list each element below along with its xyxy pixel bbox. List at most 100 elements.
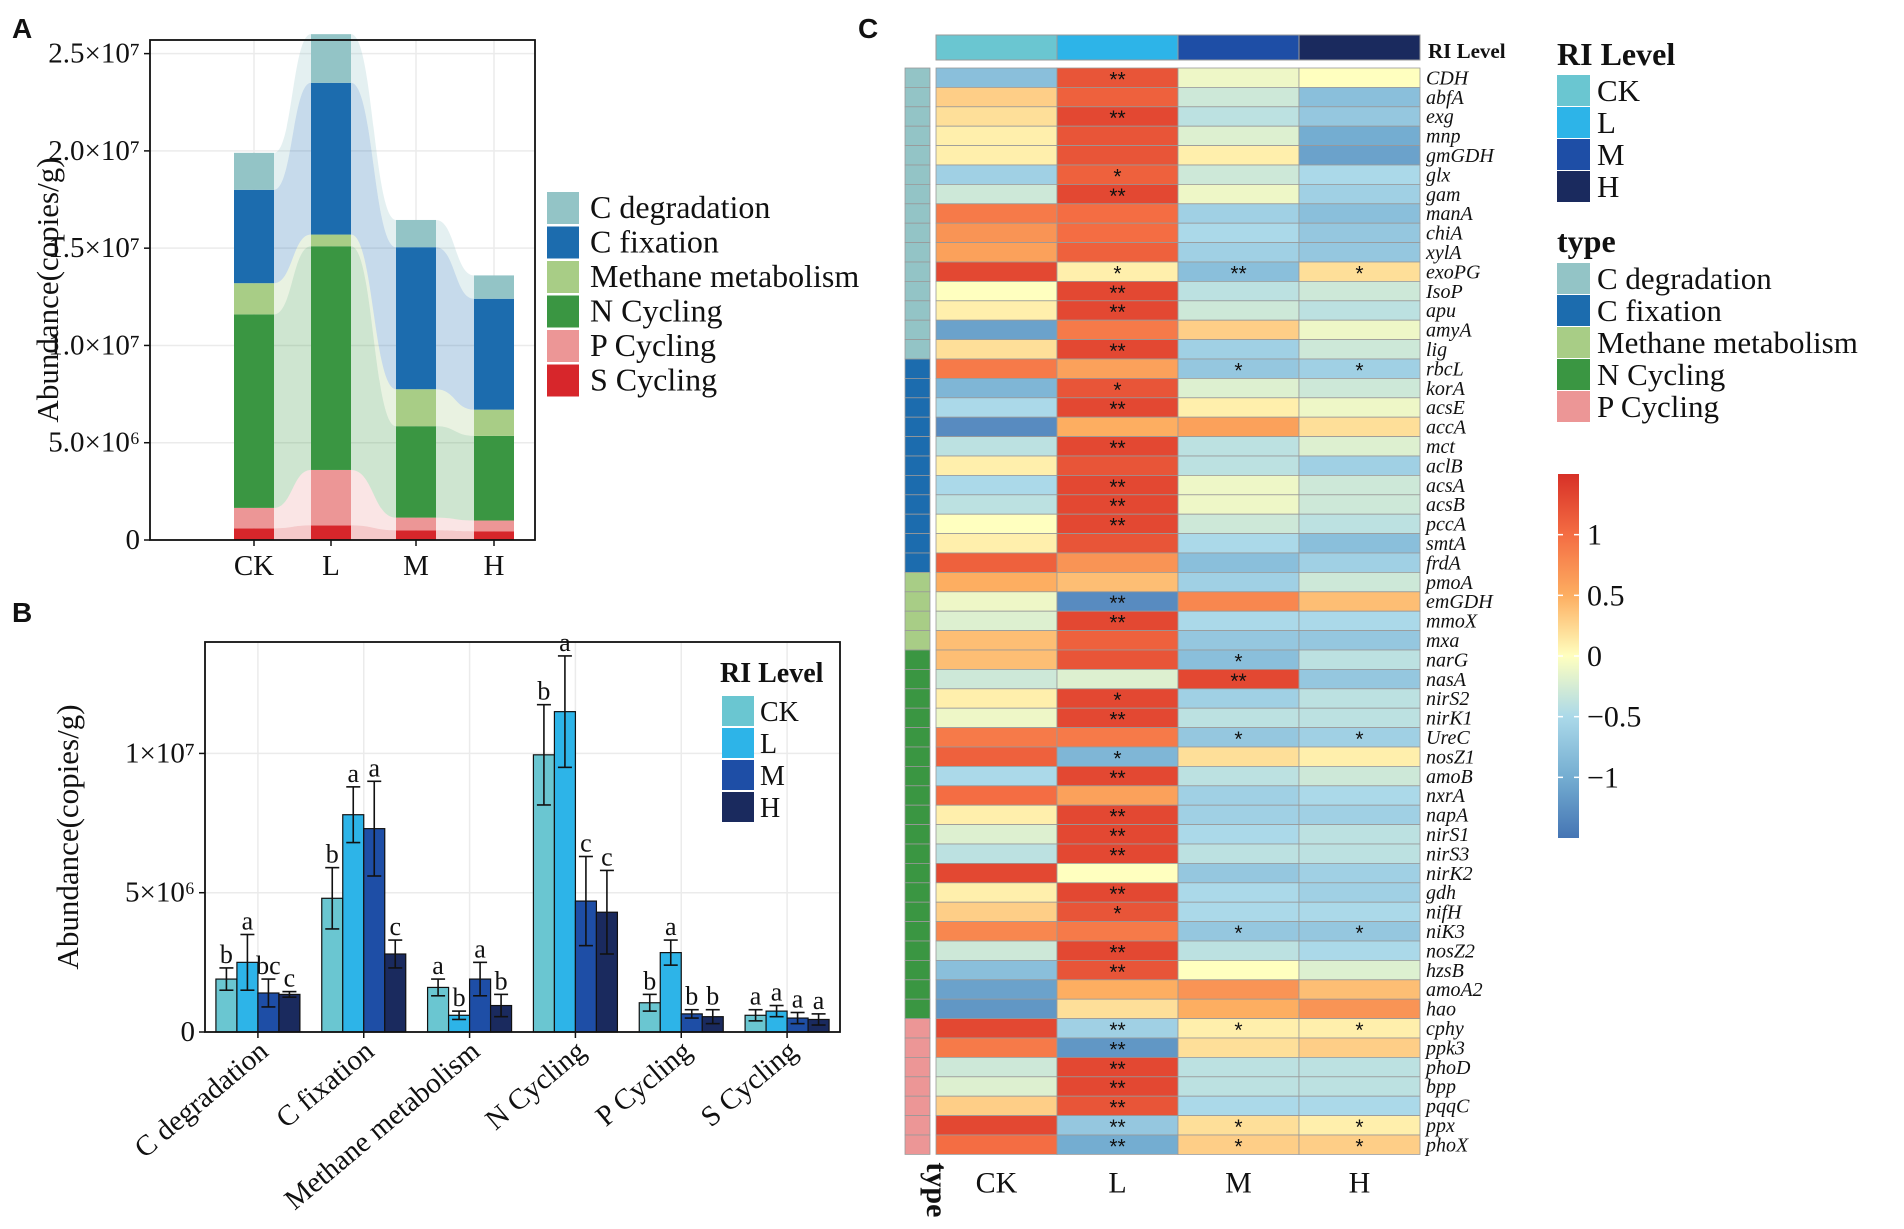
panel-b-significance-letter: b xyxy=(537,677,550,706)
panel-c-gene-label: exg xyxy=(1426,106,1454,128)
panel-b-significance-letter: b xyxy=(495,966,508,995)
panel-c-heatmap-cell xyxy=(935,727,1058,748)
panel-c-heatmap-cell xyxy=(1298,397,1421,418)
panel-b-significance-letter: bc xyxy=(256,951,281,980)
panel-c-significance-mark: ** xyxy=(1109,612,1125,635)
panel-a-bar-segment xyxy=(311,234,351,247)
panel-c-legend-ri-swatch xyxy=(1557,107,1590,138)
panel-a-bar-segment xyxy=(396,389,436,427)
panel-c-column-label: CK xyxy=(976,1166,1018,1199)
panel-c-heatmap-cell xyxy=(935,591,1058,612)
panel-a-ylabel: Abundance(copies/g) xyxy=(30,157,65,422)
panel-c-heatmap-cell xyxy=(1298,436,1421,457)
panel-c-heatmap-cell xyxy=(935,533,1058,554)
panel-c-type-cell xyxy=(904,901,931,923)
panel-c-type-cell xyxy=(904,87,931,108)
panel-c-ri-level-bar-label: RI Level xyxy=(1428,39,1506,63)
panel-c-significance-mark: * xyxy=(1234,1019,1242,1042)
panel-c-heatmap-cell xyxy=(1298,766,1421,787)
panel-c-heatmap-cell xyxy=(1177,766,1300,787)
panel-c-heatmap-cell xyxy=(935,940,1058,961)
panel-c-type-cell xyxy=(904,688,931,709)
panel-c-heatmap-cell xyxy=(935,358,1058,379)
panel-c-legend-type-swatch xyxy=(1557,359,1590,390)
panel-c-heatmap-cell xyxy=(1177,804,1300,826)
panel-c-heatmap-cell xyxy=(935,804,1058,826)
panel-c-heatmap-cell xyxy=(1298,591,1421,612)
panel-a-bar-segment xyxy=(474,409,514,436)
panel-c-heatmap-cell xyxy=(935,688,1058,709)
panel-b-significance-letter: a xyxy=(792,985,804,1014)
panel-c-significance-mark: ** xyxy=(1109,1038,1125,1061)
panel-b-significance-letter: c xyxy=(580,829,592,858)
panel-c-colorbar xyxy=(1558,474,1579,838)
panel-c-heatmap-cell xyxy=(1056,727,1179,748)
panel-a-ribbon xyxy=(351,246,396,518)
panel-c-heatmap-cell xyxy=(1177,960,1300,981)
panel-c-heatmap-cell xyxy=(1177,610,1300,632)
panel-c-type-cell xyxy=(904,766,931,787)
panel-c-heatmap-cell xyxy=(1298,979,1421,1000)
panel-b-significance-letter: c xyxy=(601,842,613,871)
panel-a-legend-label: P Cycling xyxy=(590,327,716,363)
panel-c-type-cell xyxy=(904,707,931,729)
panel-c-significance-mark: ** xyxy=(1109,883,1125,906)
panel-c-legend-type-swatch xyxy=(1557,391,1590,422)
panel-c-heatmap-cell xyxy=(1177,106,1300,127)
panel-c-significance-mark: * xyxy=(1234,650,1242,673)
panel-c-heatmap-cell xyxy=(1298,106,1421,127)
panel-c-gene-label: narG xyxy=(1426,649,1469,671)
panel-c-gene-label: CDH xyxy=(1426,67,1470,89)
panel-c-type-cell xyxy=(904,785,931,806)
panel-b-significance-letter: a xyxy=(242,907,254,936)
panel-c-type-cell xyxy=(904,727,931,748)
panel-c-legend-type-label: C degradation xyxy=(1597,261,1772,296)
panel-c-heatmap-cell xyxy=(1056,145,1179,166)
panel-c-legend-type-label: Methane metabolism xyxy=(1597,325,1858,360)
panel-a-bar-segment xyxy=(396,426,436,518)
panel-c-heatmap-cell xyxy=(1177,319,1300,341)
panel-c-heatmap-cell xyxy=(935,125,1058,146)
panel-a-bar-segment xyxy=(234,152,274,190)
panel-c-heatmap-cell xyxy=(935,183,1058,205)
panel-a-bar-segment xyxy=(474,520,514,532)
panel-b-significance-letter: b xyxy=(326,840,339,869)
panel-c-gene-label: napA xyxy=(1426,805,1469,827)
panel-c-gene-label: amoA2 xyxy=(1426,979,1483,1001)
panel-a-ribbon xyxy=(274,234,311,315)
panel-a-ribbon xyxy=(274,246,311,508)
panel-b-legend-label: CK xyxy=(760,697,799,728)
panel-a-legend-swatch xyxy=(547,295,579,328)
panel-c-type-cell xyxy=(904,513,931,535)
panel-c-heatmap-cell xyxy=(1177,397,1300,418)
panel-c-significance-mark: * xyxy=(1234,922,1242,945)
panel-b-xtick-label: N Cycling xyxy=(479,1035,592,1137)
panel-c-gene-label: nirK1 xyxy=(1426,708,1473,730)
panel-c-heatmap-cell xyxy=(1056,572,1179,593)
panel-a-ribbon xyxy=(274,34,311,190)
panel-c-heatmap-cell xyxy=(1177,785,1300,806)
panel-c-gene-label: ppx xyxy=(1424,1115,1455,1137)
panel-b-significance-letter: a xyxy=(665,912,677,941)
panel-c-gene-label: nirS1 xyxy=(1426,824,1469,846)
panel-c-type-cell xyxy=(904,339,931,360)
panel-c-heatmap-cell xyxy=(1298,843,1421,864)
panel-c-significance-mark: * xyxy=(1113,262,1121,285)
panel-c-heatmap-cell xyxy=(935,998,1058,1020)
panel-c-heatmap-cell xyxy=(1177,533,1300,554)
panel-b-xtick-label: S Cycling xyxy=(695,1035,804,1134)
panel-c-heatmap-cell xyxy=(935,474,1058,496)
panel-a-legend-swatch xyxy=(547,261,579,293)
panel-c-heatmap-cell xyxy=(1298,804,1421,826)
panel-c-significance-mark: ** xyxy=(1109,185,1125,208)
panel-c-significance-mark: * xyxy=(1355,359,1363,382)
panel-c-significance-mark: ** xyxy=(1230,670,1246,693)
panel-c-type-cell xyxy=(904,630,931,651)
panel-c-legend-ri-swatch xyxy=(1557,139,1590,170)
panel-b-ytick-label: 1×10⁷ xyxy=(125,737,195,769)
panel-c-type-cell xyxy=(904,416,931,438)
panel-c-heatmap-cell xyxy=(935,1076,1058,1097)
panel-c-heatmap-cell xyxy=(935,960,1058,981)
panel-a-legend-swatch xyxy=(547,226,579,259)
